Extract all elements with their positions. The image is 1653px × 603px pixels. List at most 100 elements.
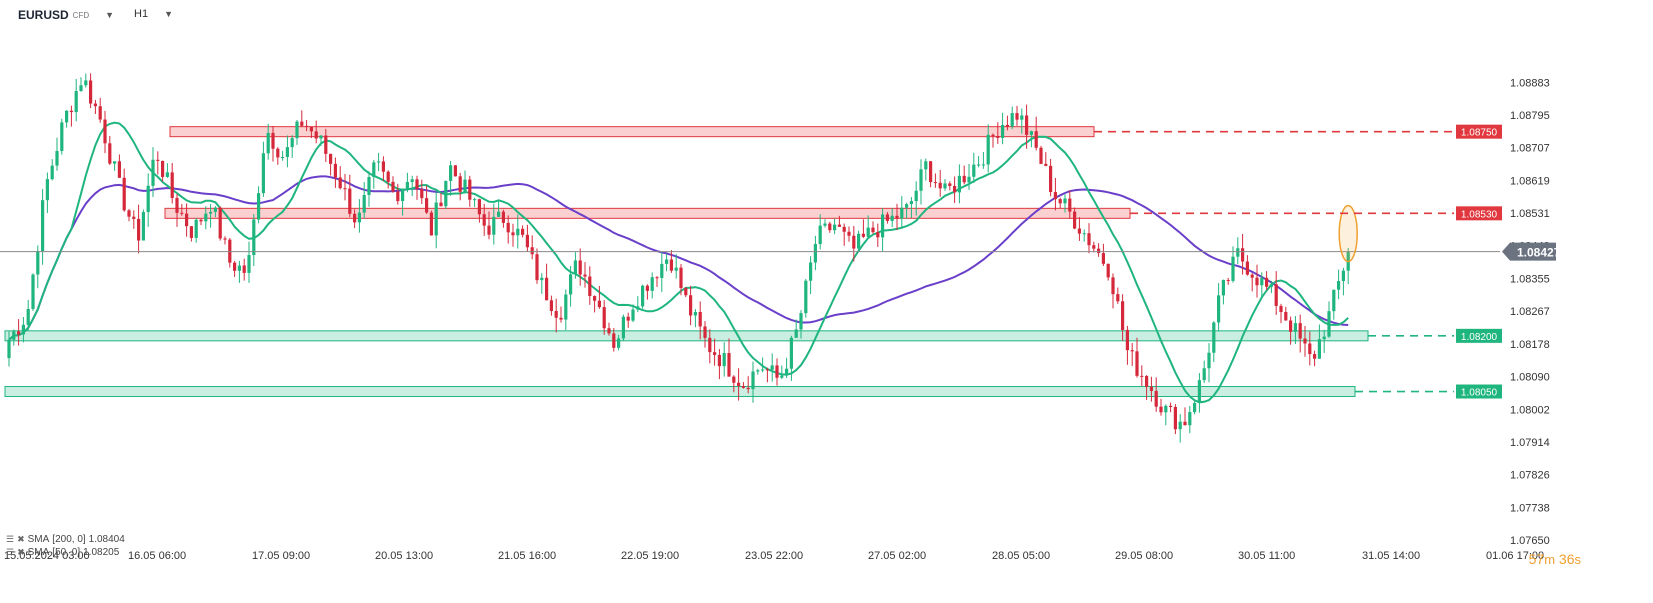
candle-body	[377, 161, 381, 163]
chevron-down-icon: ▼	[164, 9, 173, 19]
candle-body	[1135, 351, 1139, 376]
timeframe-selector[interactable]: H1 ▼	[134, 8, 173, 20]
candle-body	[1226, 279, 1230, 281]
candle-body	[689, 295, 693, 316]
y-tick-label: 1.08531	[1510, 208, 1550, 220]
candle-body	[26, 308, 30, 325]
sma-50-line	[8, 121, 1349, 404]
candle-body	[242, 265, 246, 273]
candle-body	[261, 153, 265, 194]
candle-body	[818, 225, 822, 245]
candle-body	[199, 219, 203, 222]
candle-body	[405, 181, 409, 189]
candle-body	[257, 193, 261, 220]
candle-body	[415, 179, 419, 190]
candle-body	[535, 254, 539, 281]
candle-body	[425, 198, 429, 213]
candle-body	[439, 202, 443, 207]
candle-body	[794, 329, 798, 338]
candle-body	[693, 311, 697, 316]
candle-body	[660, 263, 664, 278]
candle-body	[324, 135, 328, 154]
candle-body	[1284, 311, 1288, 321]
close-icon[interactable]: ✖	[17, 547, 25, 557]
candle-body	[732, 376, 736, 383]
x-tick-label: 31.05 14:00	[1362, 550, 1420, 562]
candle-body	[986, 134, 990, 165]
y-tick-label: 1.08707	[1510, 143, 1550, 155]
candle-body	[1341, 270, 1345, 282]
candle-body	[1082, 233, 1086, 235]
candle-body	[156, 159, 160, 161]
candle-body	[780, 375, 784, 378]
candle-body	[871, 227, 875, 233]
candle-body	[809, 262, 813, 281]
candle-body	[141, 212, 145, 241]
candle-body	[1101, 253, 1105, 264]
candle-body	[506, 222, 510, 233]
candle-body	[281, 157, 285, 159]
candle-body	[1217, 295, 1221, 323]
candle-body	[1265, 277, 1269, 287]
candle-body	[367, 176, 371, 195]
candle-body	[564, 294, 568, 320]
x-tick-label: 29.05 08:00	[1115, 550, 1173, 562]
visibility-icon[interactable]: ☰	[6, 547, 15, 557]
candle-body	[65, 110, 69, 123]
visibility-icon[interactable]: ☰	[6, 534, 15, 544]
candle-body	[842, 226, 846, 232]
candle-body	[74, 91, 78, 113]
candle-body	[612, 333, 616, 348]
candle-body	[117, 161, 121, 178]
candle-body	[89, 80, 93, 104]
candle-body	[708, 337, 712, 353]
close-icon[interactable]: ✖	[17, 534, 25, 544]
candle-body	[218, 207, 222, 239]
candle-body	[924, 161, 928, 170]
sma-layer	[8, 121, 1349, 404]
candle-body	[1322, 336, 1326, 340]
x-tick-label: 17.05 09:00	[252, 550, 310, 562]
candle-body	[756, 370, 760, 372]
x-tick-label: 01.06 17:00	[1486, 550, 1544, 562]
candle-body	[953, 185, 957, 193]
candle-body	[626, 316, 630, 321]
candle-body	[1188, 412, 1192, 426]
candle-body	[194, 219, 198, 238]
candle-body	[833, 224, 837, 231]
candle-body	[60, 122, 64, 151]
legend-value: 1.08404	[88, 534, 125, 545]
legend-sma-200[interactable]: ☰ ✖ SMA [200, 0] 1.08404	[6, 534, 125, 545]
level-label: 1.08050	[1461, 388, 1498, 399]
candle-body	[645, 285, 649, 291]
candle-body	[1279, 305, 1283, 312]
candle-body	[1010, 113, 1014, 127]
candle-body	[247, 255, 251, 273]
symbol-selector[interactable]: EURUSD CFD ▼	[18, 8, 114, 22]
candle-body	[1121, 301, 1125, 330]
candle-body	[453, 165, 457, 177]
candle-body	[1034, 131, 1038, 148]
candle-body	[1197, 380, 1201, 403]
candle-body	[1212, 322, 1216, 353]
legend-sma-50[interactable]: ☰ ✖ SMA [50, 0] 1.08205	[6, 547, 119, 558]
candle-body	[170, 172, 174, 199]
candle-body	[919, 169, 923, 191]
candle-body	[41, 200, 45, 252]
y-tick-label: 1.08883	[1510, 77, 1550, 89]
candle-body	[578, 260, 582, 275]
candle-body	[516, 228, 520, 236]
candle-body	[132, 216, 136, 219]
candle-body	[631, 309, 635, 321]
candle-body	[1245, 261, 1249, 275]
candle-body	[1221, 279, 1225, 296]
level-badge	[1456, 206, 1502, 221]
candle-body	[789, 337, 793, 369]
candle-body	[492, 216, 496, 235]
candle-body	[751, 371, 755, 390]
y-tick-label: 1.08090	[1510, 372, 1550, 384]
x-tick-label: 22.05 19:00	[621, 550, 679, 562]
candle-body	[962, 175, 966, 183]
candle-body	[50, 165, 54, 180]
